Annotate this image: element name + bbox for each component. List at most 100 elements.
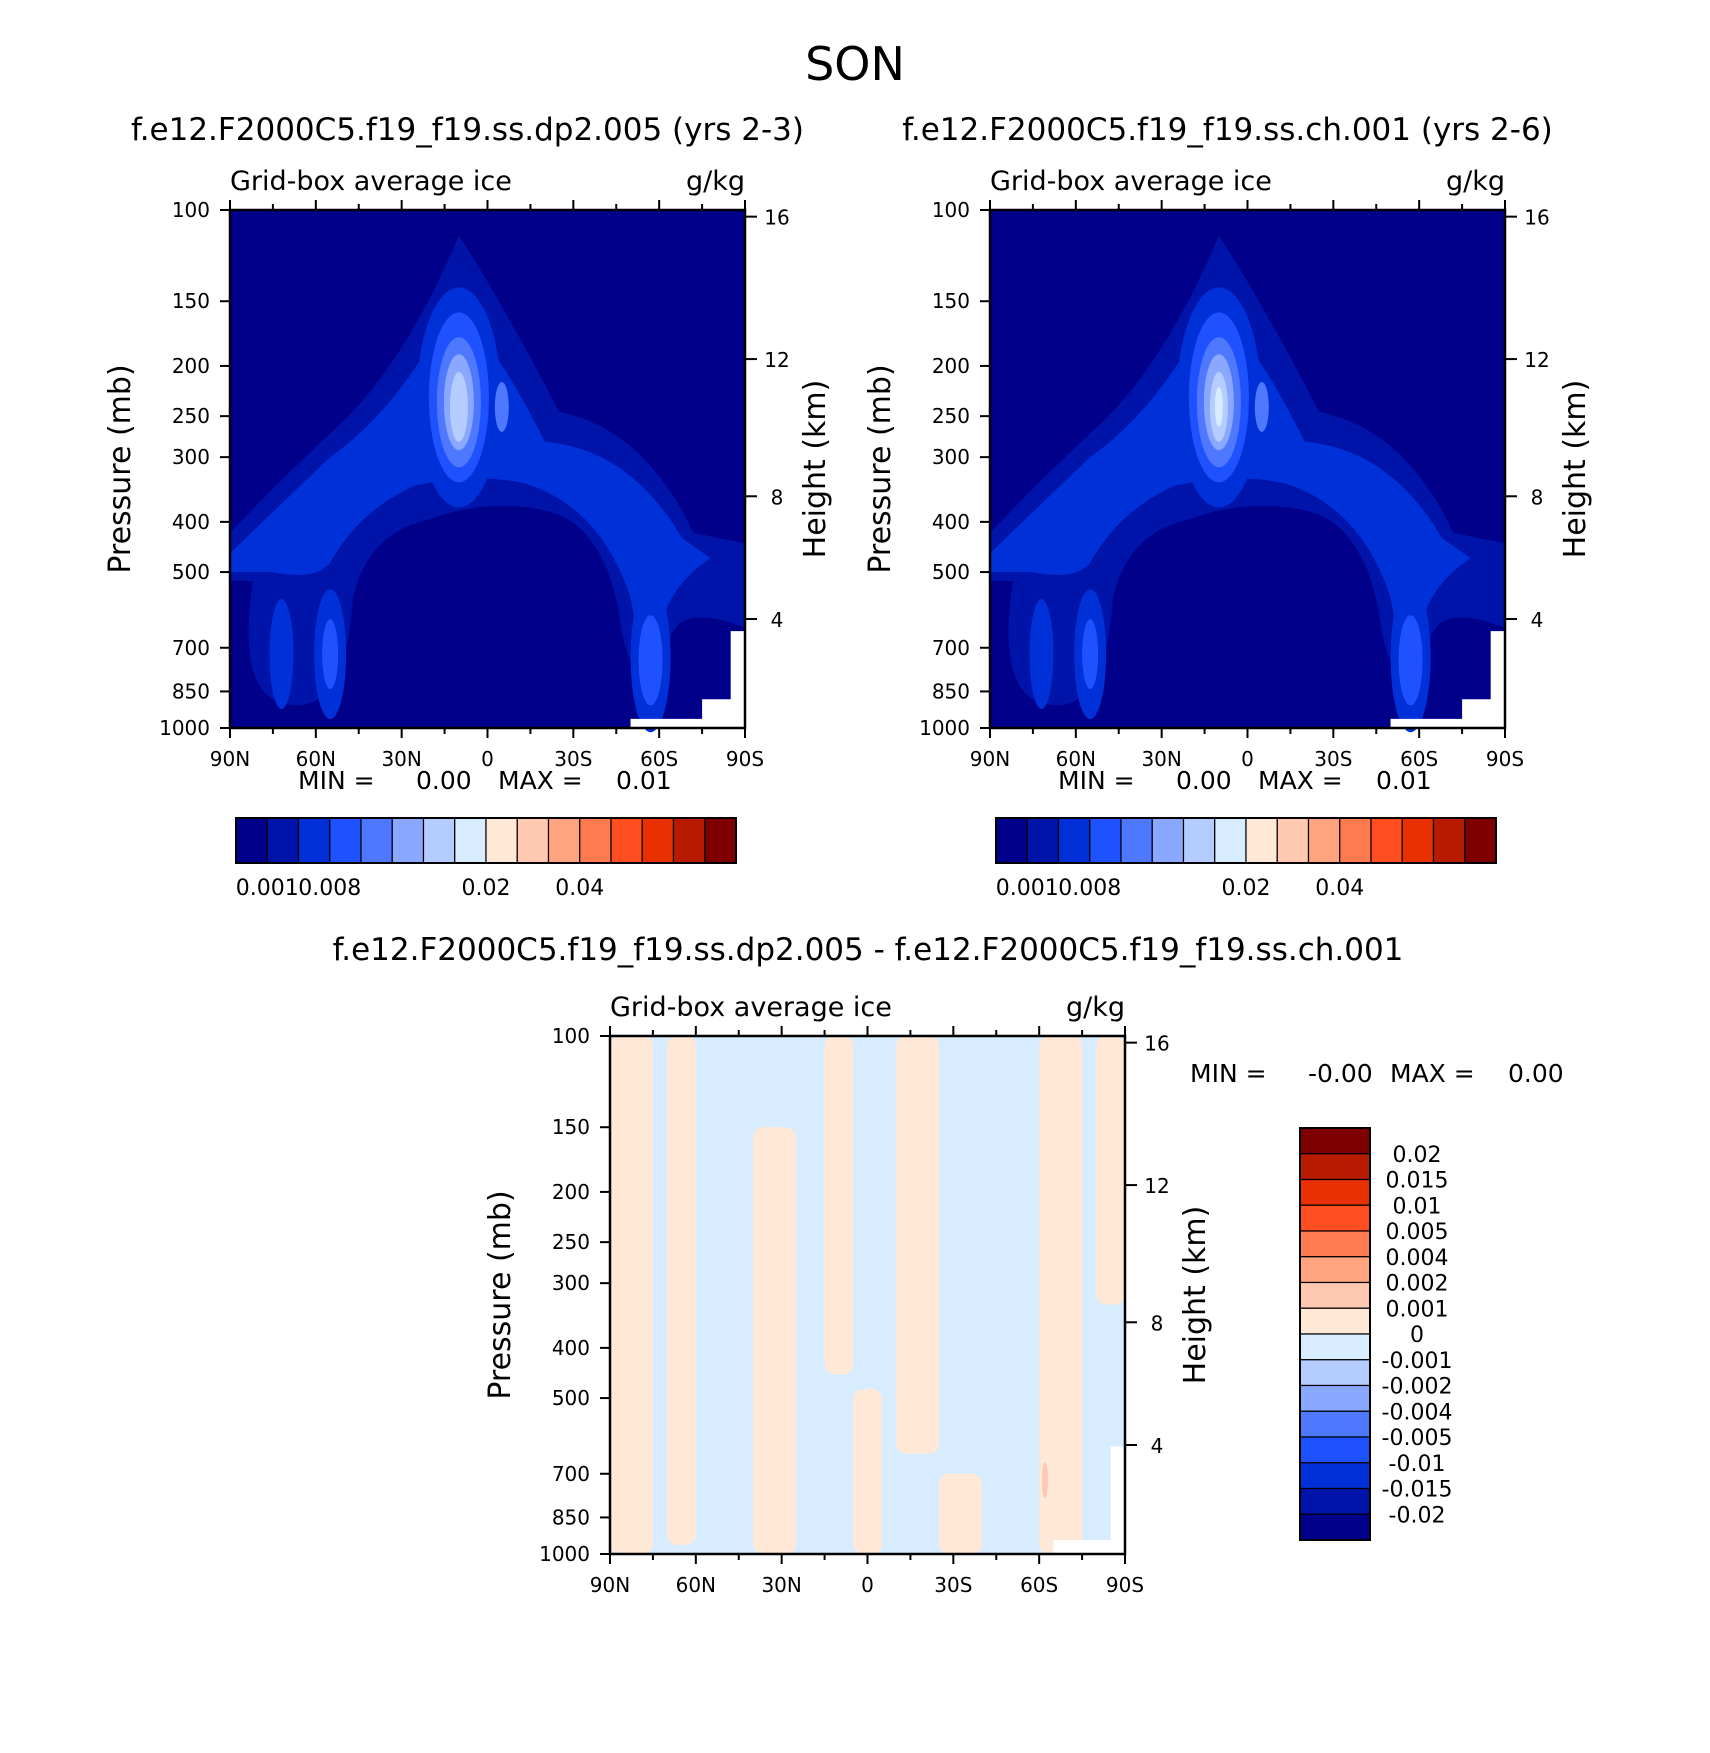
colorbar-label: 0.005 [1386,1220,1449,1245]
colorbar-swatch [1307,817,1341,864]
colorbar-label: -0.015 [1382,1478,1453,1503]
colorbar-swatch [579,817,612,864]
colorbar-swatch [266,817,300,864]
units-label: g/kg [686,166,745,197]
y2-axis-label: Height (km) [1558,380,1593,559]
y2-tick-label: 16 [764,206,789,230]
x-tick-label: 90S [1486,747,1524,771]
colorbar-label: -0.001 [1382,1349,1453,1374]
colorbar-label: 0.001 [236,876,299,901]
colorbar-label: 0.015 [1386,1169,1449,1194]
colorbar-label: 0.01 [1393,1194,1442,1219]
y-tick-label: 850 [172,679,210,703]
y-tick-label: 500 [172,560,210,584]
positive-diff-region [939,1473,982,1554]
x-tick-label: 30S [934,1573,972,1597]
colorbar-swatch [1299,1462,1371,1490]
y-tick-label: 850 [552,1505,590,1529]
min-value: -0.00 [1308,1059,1373,1088]
x-tick-label: 30N [381,747,421,771]
y2-axis-label: Height (km) [1178,1206,1213,1385]
figure-title: SON [805,37,905,91]
ice-blob [1082,619,1099,690]
y-tick-label: 200 [172,354,210,378]
colorbar-swatch [1057,817,1091,864]
colorbar-swatch [1299,1487,1371,1515]
x-tick-label: 60S [1400,747,1438,771]
panel-title: f.e12.F2000C5.f19_f19.ss.dp2.005 (yrs 2-… [131,112,804,148]
colorbar-label: 0.008 [298,876,361,901]
colorbar-swatch [1299,1333,1371,1361]
panel-title: f.e12.F2000C5.f19_f19.ss.dp2.005 - f.e12… [333,932,1404,968]
colorbar-label: -0.02 [1389,1503,1446,1528]
y-tick-label: 100 [932,198,970,222]
x-tick-label: 90N [970,747,1010,771]
positive-diff-region [1096,1036,1125,1305]
colorbar-label: 0.002 [1386,1272,1449,1297]
positive-diff-region [896,1036,940,1454]
positive-diff-region [667,1036,696,1545]
y-tick-label: 700 [172,636,210,660]
colorbar-swatch [1299,1384,1371,1412]
ice-core [494,381,509,432]
y-tick-label: 850 [932,679,970,703]
max-label: MAX = [1390,1059,1475,1088]
y2-axis-label: Height (km) [798,380,833,559]
min-value: 0.00 [416,766,472,795]
units-label: g/kg [1446,166,1505,197]
y-tick-label: 100 [552,1024,590,1048]
y-axis-label: Pressure (mb) [863,364,898,573]
y-tick-label: 700 [932,636,970,660]
max-label: MAX = [1258,766,1343,795]
variable-label: Grid-box average ice [990,166,1272,197]
y2-tick-label: 8 [1531,485,1544,509]
x-tick-label: 90N [590,1573,630,1597]
colorbar-swatch [297,817,331,864]
y-tick-label: 400 [172,510,210,534]
colorbar-frame [235,817,737,864]
ice-core [1214,386,1223,427]
missing-data [630,631,745,728]
colorbar-swatch [995,817,1028,864]
y-tick-label: 150 [552,1115,590,1139]
colorbar-swatch [1299,1359,1371,1387]
y2-tick-label: 4 [1531,608,1544,632]
colorbar-swatch [1182,817,1216,864]
y-tick-label: 250 [932,404,970,428]
variable-label: Grid-box average ice [610,992,892,1023]
positive-diff-region [1039,1036,1083,1554]
y-tick-label: 500 [552,1386,590,1410]
y-tick-label: 1000 [159,716,210,740]
x-tick-label: 60S [1020,1573,1058,1597]
x-tick-label: 90S [1106,1573,1144,1597]
positive-diff-region [610,1036,653,1554]
colorbar-swatch [1339,817,1372,864]
y-axis-label: Pressure (mb) [483,1190,518,1399]
colorbar-swatch [547,817,581,864]
colorbar-swatch [1214,817,1247,864]
colorbar-swatch [1299,1410,1371,1438]
y-tick-label: 1000 [539,1542,590,1566]
colorbar-swatch [1299,1178,1371,1206]
y-tick-label: 200 [552,1180,590,1204]
colorbar-swatch [1151,817,1185,864]
x-tick-label: 60N [1056,747,1096,771]
colorbar-swatch [1401,817,1435,864]
colorbar-swatch [1299,1436,1371,1464]
positive-diff-region [853,1388,882,1554]
panel-right: 90N 60N 30N 0 30S 60S 90S 100 150 200 250 300 400 500… [863,112,1593,901]
colorbar-swatch [235,817,268,864]
max-value: 0.01 [1376,766,1432,795]
min-label: MIN = [298,766,375,795]
ice-blob [269,599,294,710]
colorbar-swatch [1276,817,1310,864]
missing-data [1053,1446,1125,1554]
x-tick-label: 90S [726,747,764,771]
ice-core [1254,381,1269,432]
y-tick-label: 300 [552,1271,590,1295]
colorbar-label: 0.001 [1386,1297,1449,1322]
colorbar-label: 0.02 [462,876,511,901]
y2-tick-label: 8 [771,485,784,509]
y-axis-label: Pressure (mb) [103,364,138,573]
colorbar-swatch [1299,1153,1371,1181]
